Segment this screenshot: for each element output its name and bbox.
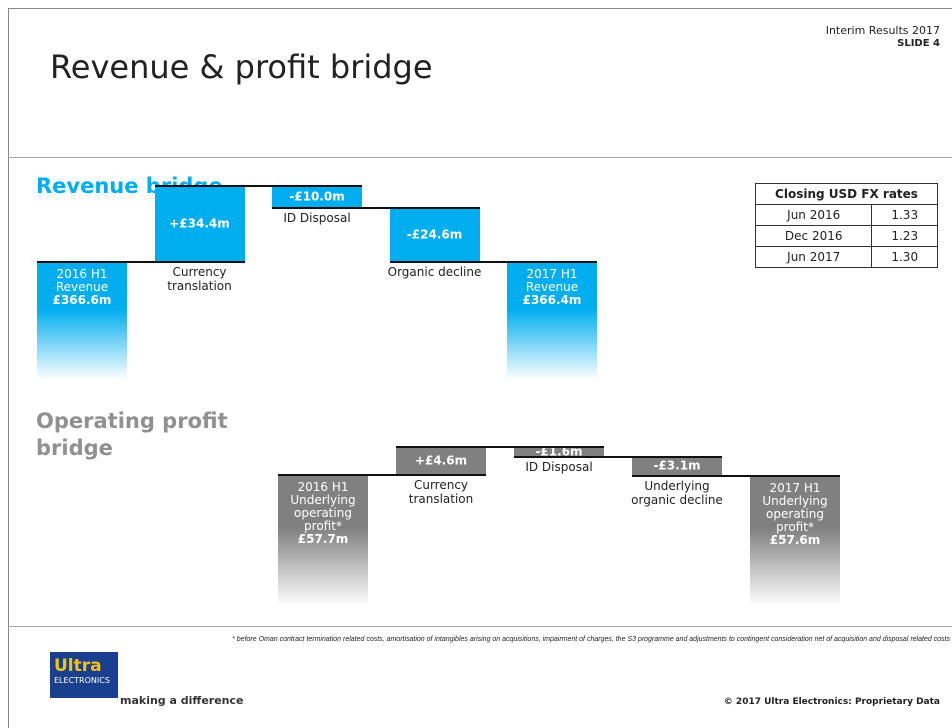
category-label: Underlying organic decline [631,478,723,507]
bar-label: 2017 H1 Revenue £366.4m [507,268,597,307]
delta-bar: +£34.4m [154,186,245,262]
connector [514,456,722,458]
connector [278,474,486,476]
frame [8,8,952,728]
connector [37,261,245,263]
connector [272,207,480,210]
value-label: £57.7m [297,532,349,546]
value-label: -£24.6m [406,227,463,242]
bar-label: 2016 H1 Revenue £366.6m [37,268,127,307]
cell: Dec 2016 [754,225,873,247]
category-label: 2017 H1 Underlying operating profit* [762,480,828,534]
cell: 1.23 [871,225,938,247]
connector [389,261,597,264]
divider [8,626,952,627]
category-label: ID Disposal [525,460,593,474]
delta-bar: -£24.6m [389,208,480,263]
connector [154,185,362,188]
value-label: -£3.1m [653,458,701,473]
total-bar: 2017 H1 Underlying operating profit* £57.… [750,475,840,606]
category-label: 2016 H1 Underlying operating profit* [290,480,356,533]
event: Interim Results 2017 [825,24,940,37]
value-label: £366.6m [52,293,112,307]
value-label: £366.4m [522,293,582,308]
logo-text: ELECTRONICS [54,676,110,685]
value-label: £57.6m [769,532,821,547]
category-label: Currency translation [167,265,232,293]
divider [8,157,952,158]
delta-bar: -£3.1m [632,457,722,476]
logo-text: Ultra [54,656,102,676]
delta-bar: +£4.6m [396,447,486,475]
category-label: 2017 H1 Revenue [525,267,579,295]
value-label: +£4.6m [414,453,468,468]
category-label: Organic decline [387,265,482,280]
delta-bar: -£1.6m [514,444,604,459]
table-header: Closing USD FX rates [755,183,938,205]
delta-bar: -£10.0m [272,186,362,209]
total-bar: 2016 H1 Underlying operating profit* £57.… [278,475,368,606]
bar-label: 2017 H1 Underlying operating profit* £57.… [750,480,840,547]
value-label: -£10.0m [289,189,345,204]
logo: Ultra ELECTRONICS [50,652,118,698]
total-bar: 2016 H1 Revenue £366.6m [37,262,127,380]
category-label: ID Disposal [283,211,351,226]
value-label: +£34.4m [169,216,230,231]
connector [396,446,604,449]
tagline: making a difference [120,694,244,707]
copyright: © 2017 Ultra Electronics: Proprietary Da… [723,697,940,707]
total-bar: 2017 H1 Revenue £366.4m [507,262,597,380]
bar-label: 2016 H1 Underlying operating profit* £57.… [278,481,368,546]
footnote: * before Oman contract termination relat… [232,636,950,643]
chart-title: Operating profit bridge [36,409,228,460]
cell: 1.30 [871,246,938,268]
category-label: 2016 H1 Revenue [55,267,109,294]
slide-title: Revenue & profit bridge [50,48,433,86]
cell: Jun 2017 [754,246,873,268]
cell: 1.33 [871,204,938,226]
category-label: Currency translation [408,478,474,506]
connector [632,474,840,477]
cell: Jun 2016 [754,204,873,226]
slide-number: SLIDE 4 [897,38,940,49]
fx-table: Closing USD FX rates Jun 2016 1.33 Dec 20… [754,183,938,268]
value-label: -£1.6m [535,444,583,459]
